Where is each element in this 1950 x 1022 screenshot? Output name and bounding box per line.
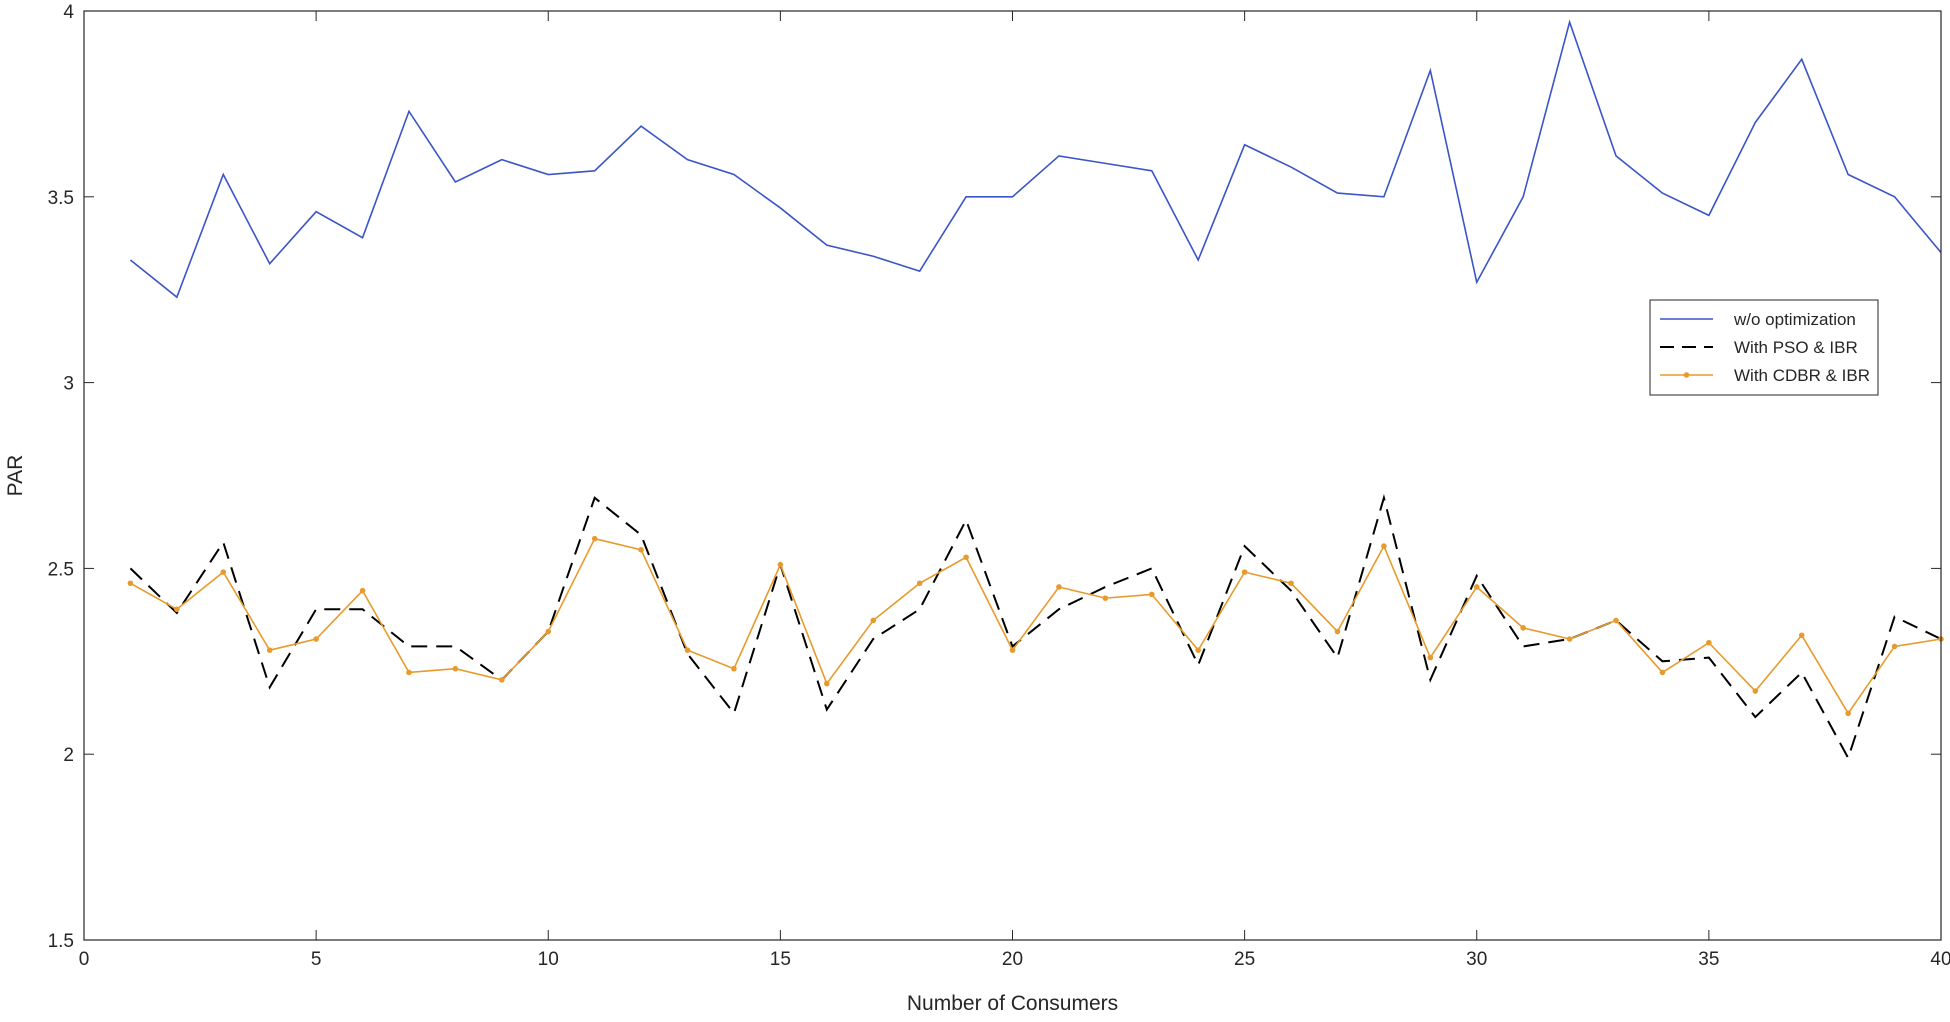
data-point <box>1798 632 1805 639</box>
data-point <box>1473 584 1480 590</box>
x-tick-label: 15 <box>770 949 791 970</box>
y-tick-label: 3 <box>63 374 74 395</box>
x-axis-label: Number of Consumers <box>907 992 1118 1015</box>
data-point <box>452 665 459 672</box>
x-tick-label: 0 <box>79 949 90 970</box>
data-point <box>1566 636 1573 642</box>
legend-item: With CDBR & IBR <box>1660 366 1870 385</box>
x-tick-label: 35 <box>1698 949 1719 970</box>
data-point <box>220 569 227 575</box>
x-tick-label: 20 <box>1002 949 1023 970</box>
legend-items: w/o optimization With PSO & IBR With CDBR … <box>1660 310 1870 385</box>
data-point <box>1195 647 1201 653</box>
data-point <box>870 617 877 624</box>
y-tick-label: 2 <box>63 745 74 766</box>
data-point <box>499 677 505 683</box>
data-point <box>127 580 134 587</box>
data-point <box>1752 688 1759 694</box>
data-point <box>916 580 923 587</box>
data-point <box>1334 628 1341 635</box>
series-with-cdbr-ibr <box>127 535 1944 717</box>
axes-layer: 0 5 10 15 20 25 30 35 40 1.5 2 2.5 3 3.5 4 <box>48 2 1950 970</box>
data-point <box>313 636 319 642</box>
data-point <box>1381 543 1387 549</box>
data-point <box>1659 669 1666 676</box>
data-point <box>1613 617 1619 624</box>
x-tick-label: 10 <box>538 949 559 970</box>
data-point <box>591 535 598 542</box>
data-point <box>824 680 830 687</box>
series-line <box>129 19 1942 299</box>
data-point <box>1706 639 1712 646</box>
y-tick-label: 2.5 <box>48 559 74 580</box>
data-point <box>1288 580 1294 587</box>
data-point <box>684 647 691 653</box>
y-axis-ticks: 1.5 2 2.5 3 3.5 4 <box>48 2 1941 952</box>
y-tick-label: 1.5 <box>48 931 74 952</box>
data-point <box>1241 569 1248 575</box>
data-point <box>359 587 366 594</box>
y-tick-label: 3.5 <box>48 188 74 209</box>
data-point <box>1102 595 1109 601</box>
data-point <box>731 665 737 672</box>
series-layer <box>127 19 1944 761</box>
x-tick-label: 30 <box>1466 949 1487 970</box>
x-tick-label: 5 <box>311 949 322 970</box>
legend-marker <box>1683 372 1690 378</box>
x-tick-label: 25 <box>1234 949 1255 970</box>
series-with-pso-ibr <box>129 493 1942 761</box>
legend-label: w/o optimization <box>1733 310 1856 329</box>
data-point <box>174 606 180 613</box>
data-point <box>1056 584 1062 590</box>
data-point <box>963 554 969 561</box>
legend-item: w/o optimization <box>1660 310 1856 329</box>
data-point <box>1891 643 1898 650</box>
legend-label: With CDBR & IBR <box>1734 366 1870 385</box>
x-tick-label: 40 <box>1930 949 1950 970</box>
legend: w/o optimization With PSO & IBR With CDBR … <box>1649 299 1879 396</box>
data-point <box>1520 625 1526 631</box>
series-line <box>129 493 1942 761</box>
data-point <box>266 647 273 653</box>
data-point <box>1148 591 1155 598</box>
data-point <box>638 547 644 553</box>
y-tick-label: 4 <box>63 2 74 23</box>
legend-label: With PSO & IBR <box>1734 338 1858 357</box>
data-point <box>1009 647 1016 653</box>
data-point <box>777 561 784 568</box>
y-axis-label: PAR <box>4 455 27 497</box>
data-point <box>406 669 412 676</box>
plot-background <box>84 11 1941 940</box>
series-line <box>130 537 1942 715</box>
x-axis-ticks: 0 5 10 15 20 25 30 35 40 <box>79 11 1950 970</box>
data-point <box>545 628 552 635</box>
plot-area <box>84 11 1941 940</box>
legend-item: With PSO & IBR <box>1660 338 1858 357</box>
data-point <box>1427 654 1434 661</box>
series-w-o-optimization <box>129 19 1942 299</box>
data-point <box>1845 710 1851 717</box>
